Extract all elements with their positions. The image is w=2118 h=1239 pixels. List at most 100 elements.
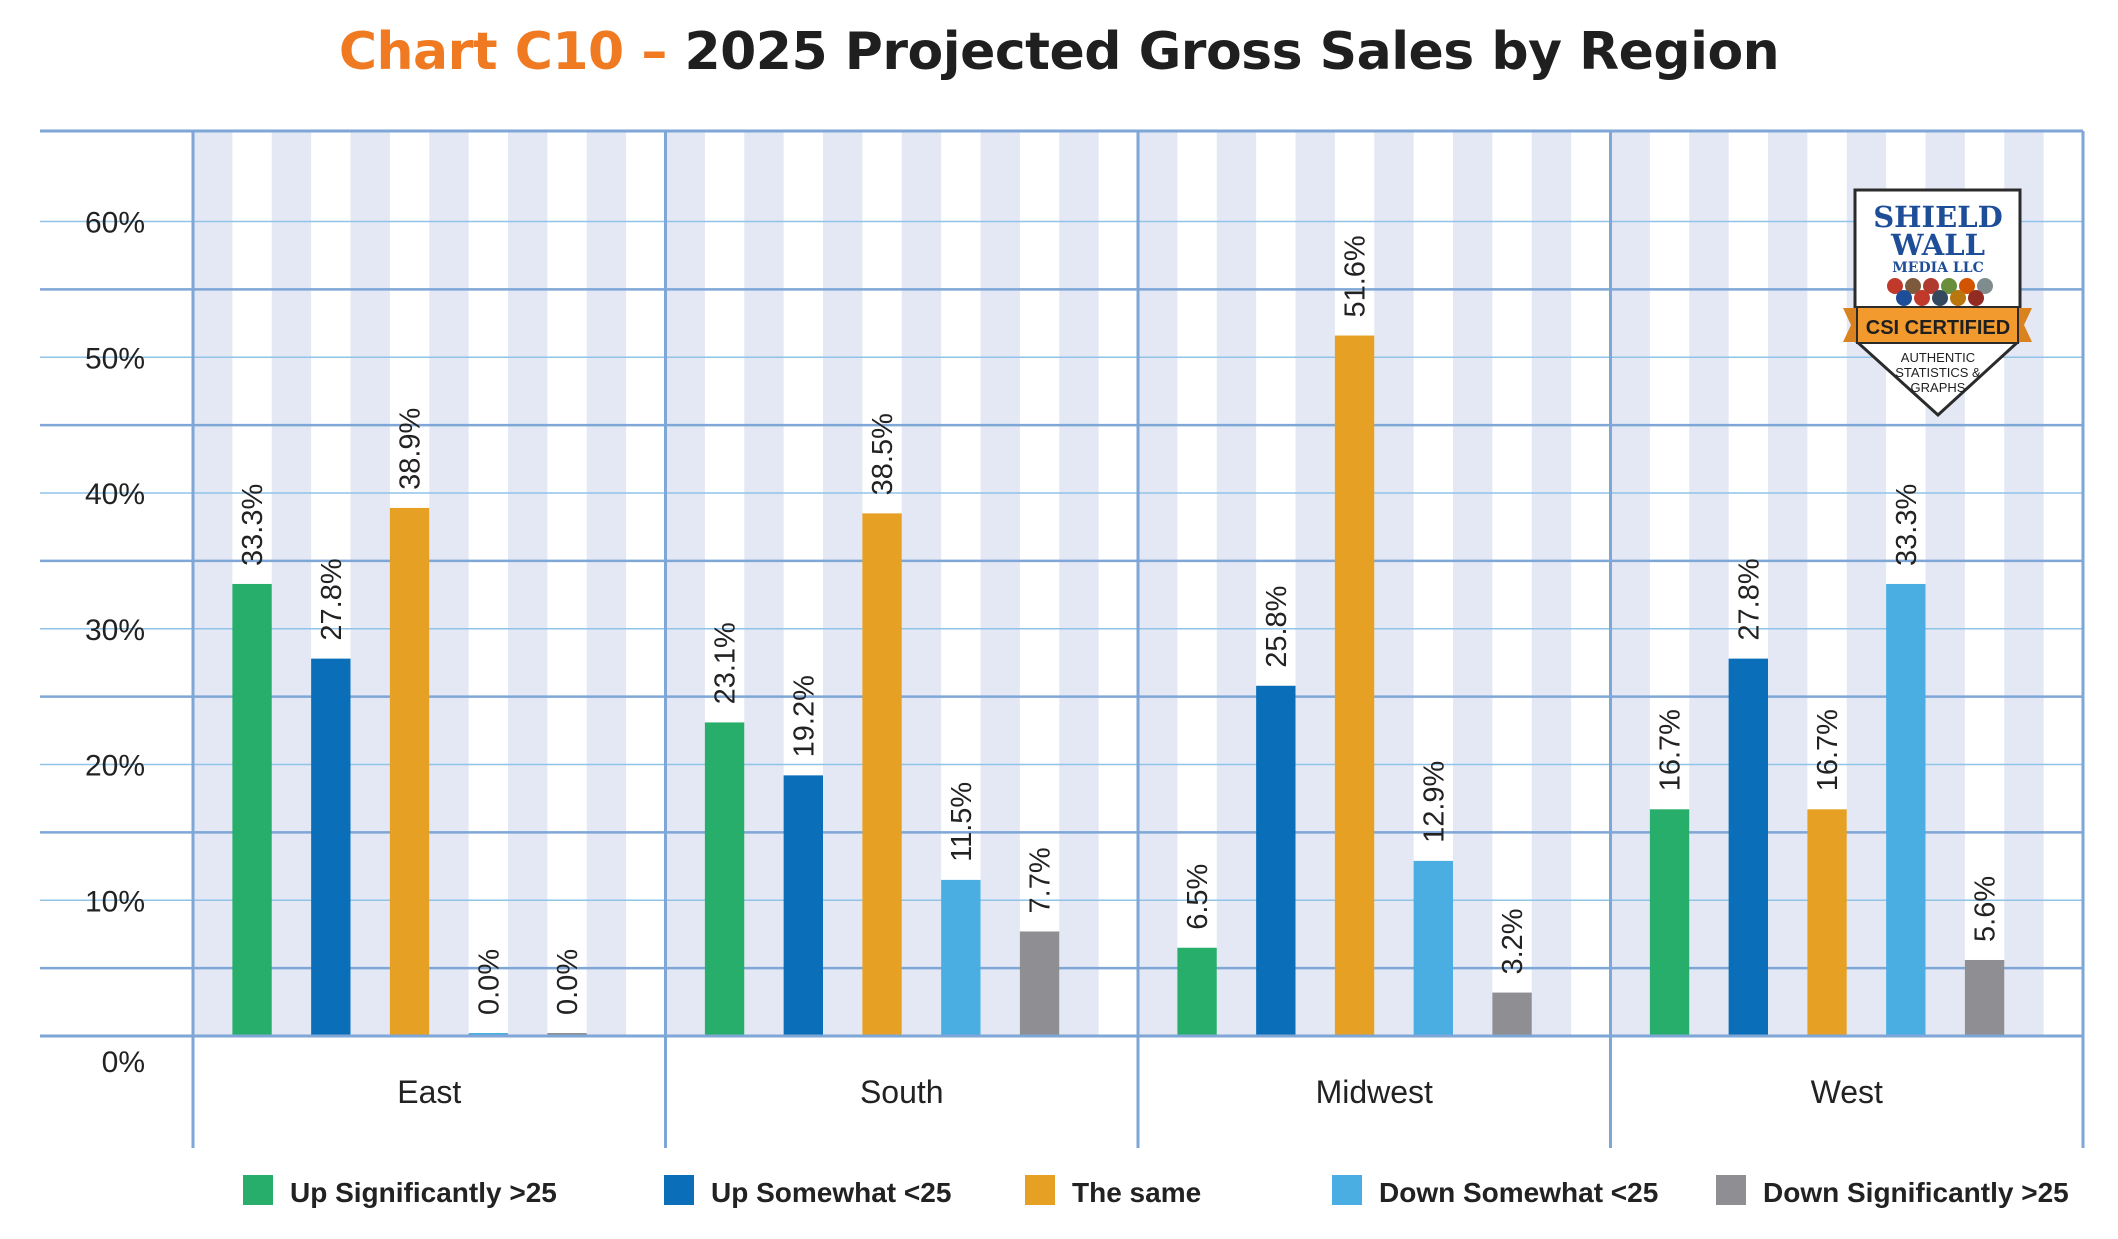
- legend-label: Up Significantly >25: [290, 1177, 557, 1208]
- data-label: 23.1%: [710, 622, 742, 704]
- plot-background: [193, 131, 2044, 1036]
- bg-stripe: [1216, 131, 1257, 1036]
- bar: [1492, 992, 1532, 1036]
- bar: [704, 722, 745, 1036]
- legend-swatch: [1332, 1175, 1362, 1205]
- data-label: 6.5%: [1182, 864, 1214, 930]
- bar: [1177, 947, 1217, 1036]
- badge-sub3: GRAPHS: [1911, 380, 1966, 395]
- badge-emblems: [1887, 278, 1993, 306]
- chart-title: Chart C10 – 2025 Projected Gross Sales b…: [0, 22, 2118, 82]
- data-label: 0.0%: [552, 949, 584, 1015]
- y-tick-label: 60%: [85, 207, 145, 240]
- bar: [1649, 809, 1690, 1036]
- badge-sub1: AUTHENTIC: [1901, 350, 1975, 365]
- legend-label: Down Somewhat <25: [1379, 1177, 1658, 1208]
- bar: [1413, 860, 1453, 1036]
- x-category-label: South: [860, 1074, 944, 1110]
- bg-stripe: [1768, 131, 1808, 1036]
- bar: [862, 513, 902, 1036]
- legend-label: Up Somewhat <25: [711, 1177, 951, 1208]
- bg-stripe: [1138, 131, 1178, 1036]
- bg-stripe: [744, 131, 784, 1036]
- bg-stripe: [1531, 131, 1572, 1036]
- legend-swatch: [664, 1175, 694, 1205]
- data-label: 0.0%: [473, 949, 505, 1015]
- data-label: 25.8%: [1261, 586, 1293, 668]
- bg-stripe: [1374, 131, 1414, 1036]
- legend-swatch: [1716, 1175, 1746, 1205]
- bg-stripe: [823, 131, 863, 1036]
- x-category-label: West: [1811, 1074, 1883, 1110]
- legend-item: The same: [1025, 1175, 1201, 1208]
- bar: [783, 775, 823, 1036]
- badge-line3: MEDIA LLC: [1892, 260, 1983, 276]
- bar: [1807, 809, 1847, 1036]
- legend-label: Down Significantly >25: [1763, 1177, 2069, 1208]
- data-label: 7.7%: [1025, 847, 1057, 913]
- legend-swatch: [1025, 1175, 1055, 1205]
- data-label: 19.2%: [788, 675, 820, 757]
- y-tick-label: 10%: [85, 885, 145, 918]
- data-label: 33.3%: [1891, 484, 1923, 566]
- x-category-label: East: [397, 1074, 461, 1110]
- legend-item: Up Somewhat <25: [664, 1175, 951, 1208]
- bg-stripe: [429, 131, 469, 1036]
- data-label: 38.5%: [867, 413, 899, 495]
- bg-stripe: [1610, 131, 1650, 1036]
- bar: [1334, 335, 1375, 1036]
- data-label: 38.9%: [395, 408, 427, 490]
- axes: 0% 10% 20% 30% 40% 50% 60% East South Midwest West: [40, 131, 2085, 1148]
- badge-ribbon-text: CSI CERTIFIED: [1866, 317, 2010, 339]
- y-tick-label: 40%: [85, 478, 145, 511]
- bar: [1728, 658, 1768, 1036]
- bg-stripe: [586, 131, 627, 1036]
- bg-stripe: [508, 131, 548, 1036]
- y-tick-label: 30%: [85, 614, 145, 647]
- data-label: 11.5%: [946, 782, 978, 862]
- bg-stripe: [980, 131, 1020, 1036]
- legend-swatch: [243, 1175, 273, 1205]
- badge-ribbon: [1856, 306, 2019, 344]
- data-label: 16.7%: [1655, 709, 1687, 791]
- bar: [232, 583, 272, 1036]
- bar: [389, 507, 430, 1036]
- chart-title-lead: Chart C10 –: [338, 22, 668, 82]
- legend-item: Down Somewhat <25: [1332, 1175, 1658, 1208]
- data-label: 51.6%: [1340, 235, 1372, 317]
- bg-stripe: [1453, 131, 1493, 1036]
- bar: [311, 658, 351, 1036]
- legend: Up Significantly >25 Up Somewhat <25 The s…: [243, 1175, 2069, 1208]
- x-category-label: Midwest: [1316, 1074, 1433, 1110]
- y-tick-label: 50%: [85, 342, 145, 375]
- bars: [232, 335, 2005, 1036]
- y-tick-label: 0%: [102, 1046, 145, 1079]
- data-label: 3.2%: [1497, 908, 1529, 974]
- badge-sub2: STATISTICS &: [1895, 365, 1981, 380]
- data-label: 5.6%: [1970, 876, 2002, 942]
- bar: [1886, 583, 1926, 1036]
- data-label: 12.9%: [1418, 761, 1450, 843]
- bg-stripe: [350, 131, 390, 1036]
- data-label: 33.3%: [237, 484, 269, 566]
- data-label: 27.8%: [316, 558, 348, 640]
- bg-stripe: [1689, 131, 1729, 1036]
- chart-title-text: 2025 Projected Gross Sales by Region: [684, 22, 1780, 82]
- legend-item: Up Significantly >25: [243, 1175, 557, 1208]
- bg-stripe: [193, 131, 233, 1036]
- legend-item: Down Significantly >25: [1716, 1175, 2069, 1208]
- bar: [941, 879, 981, 1036]
- data-label: 16.7%: [1812, 709, 1844, 791]
- data-label: 27.8%: [1733, 558, 1765, 640]
- legend-label: The same: [1072, 1177, 1201, 1208]
- badge-line1: SHIELD: [1873, 200, 2003, 234]
- bar: [1256, 685, 1296, 1036]
- bar: [1964, 959, 2005, 1036]
- badge-line2: WALL: [1890, 228, 1985, 262]
- bg-stripe: [1295, 131, 1335, 1036]
- bar: [1019, 931, 1060, 1036]
- data-labels: 33.3% 23.1% 6.5% 16.7% 27.8% 19.2% 25.8% 27.8% 3…: [237, 235, 2002, 1015]
- bg-stripe: [1059, 131, 1099, 1036]
- certification-badge: SHIELD WALL MEDIA LLC CSI CERTIFIED AUTH…: [1843, 188, 2032, 418]
